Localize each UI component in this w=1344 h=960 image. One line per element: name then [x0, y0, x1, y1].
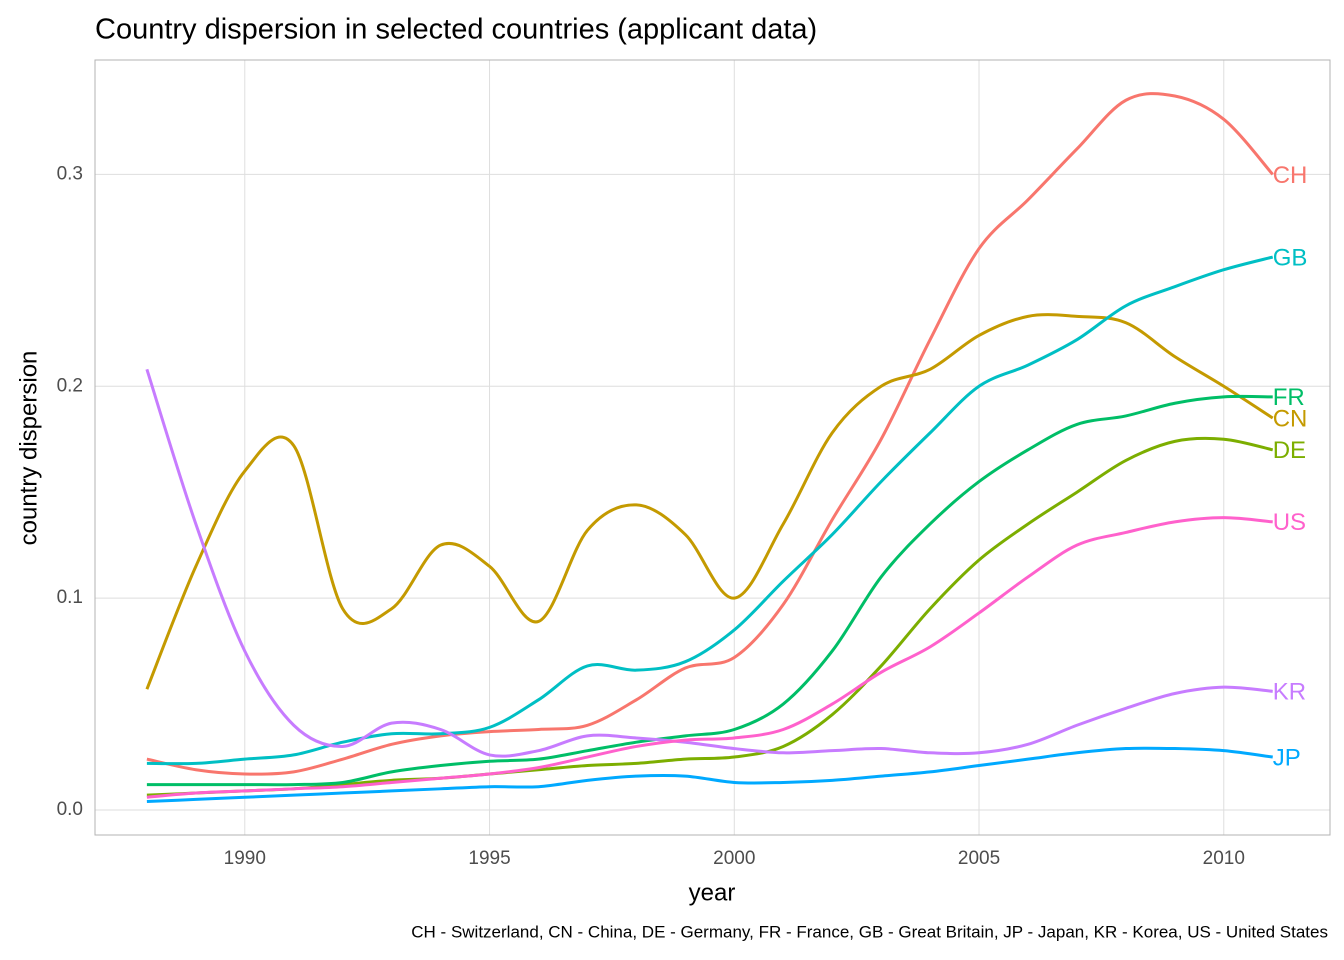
series-label: CH	[1273, 162, 1308, 189]
x-tick-label: 2000	[713, 848, 755, 869]
x-tick-label: 1990	[224, 848, 266, 869]
x-tick-label: 1995	[468, 848, 510, 869]
x-axis-label: year	[689, 879, 736, 906]
y-axis-label: country dispersion	[15, 351, 42, 546]
line	[146, 255, 1274, 766]
series-label: FR	[1273, 384, 1305, 411]
plot-border	[94, 59, 1331, 836]
chart-title: Country dispersion in selected countries…	[95, 14, 817, 46]
series-label: CN	[1273, 405, 1308, 432]
caption: CH - Switzerland, CN - China, DE - Germa…	[411, 922, 1328, 941]
line	[146, 394, 1273, 787]
line	[145, 368, 1273, 758]
series-label: GB	[1273, 244, 1308, 271]
y-tick-label: 0.0	[57, 799, 83, 820]
x-tick-label: 2010	[1203, 848, 1245, 869]
series-label: DE	[1273, 437, 1306, 464]
line	[146, 746, 1273, 804]
line	[145, 313, 1274, 690]
y-tick-label: 0.3	[57, 163, 83, 184]
series-label: US	[1273, 509, 1306, 536]
x-tick-label: 2005	[958, 848, 1000, 869]
y-tick-label: 0.1	[57, 587, 83, 608]
line	[146, 516, 1273, 799]
line	[146, 436, 1274, 797]
series-label: KR	[1273, 679, 1306, 706]
line	[146, 92, 1274, 776]
y-tick-label: 0.2	[57, 375, 83, 396]
series-label: JP	[1273, 744, 1301, 771]
